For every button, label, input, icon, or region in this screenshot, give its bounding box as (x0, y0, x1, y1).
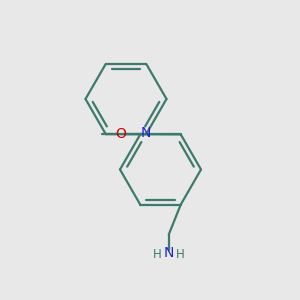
Text: H: H (153, 248, 162, 261)
Text: N: N (140, 126, 151, 140)
Text: O: O (115, 127, 126, 141)
Text: H: H (176, 248, 184, 261)
Text: N: N (164, 246, 174, 260)
